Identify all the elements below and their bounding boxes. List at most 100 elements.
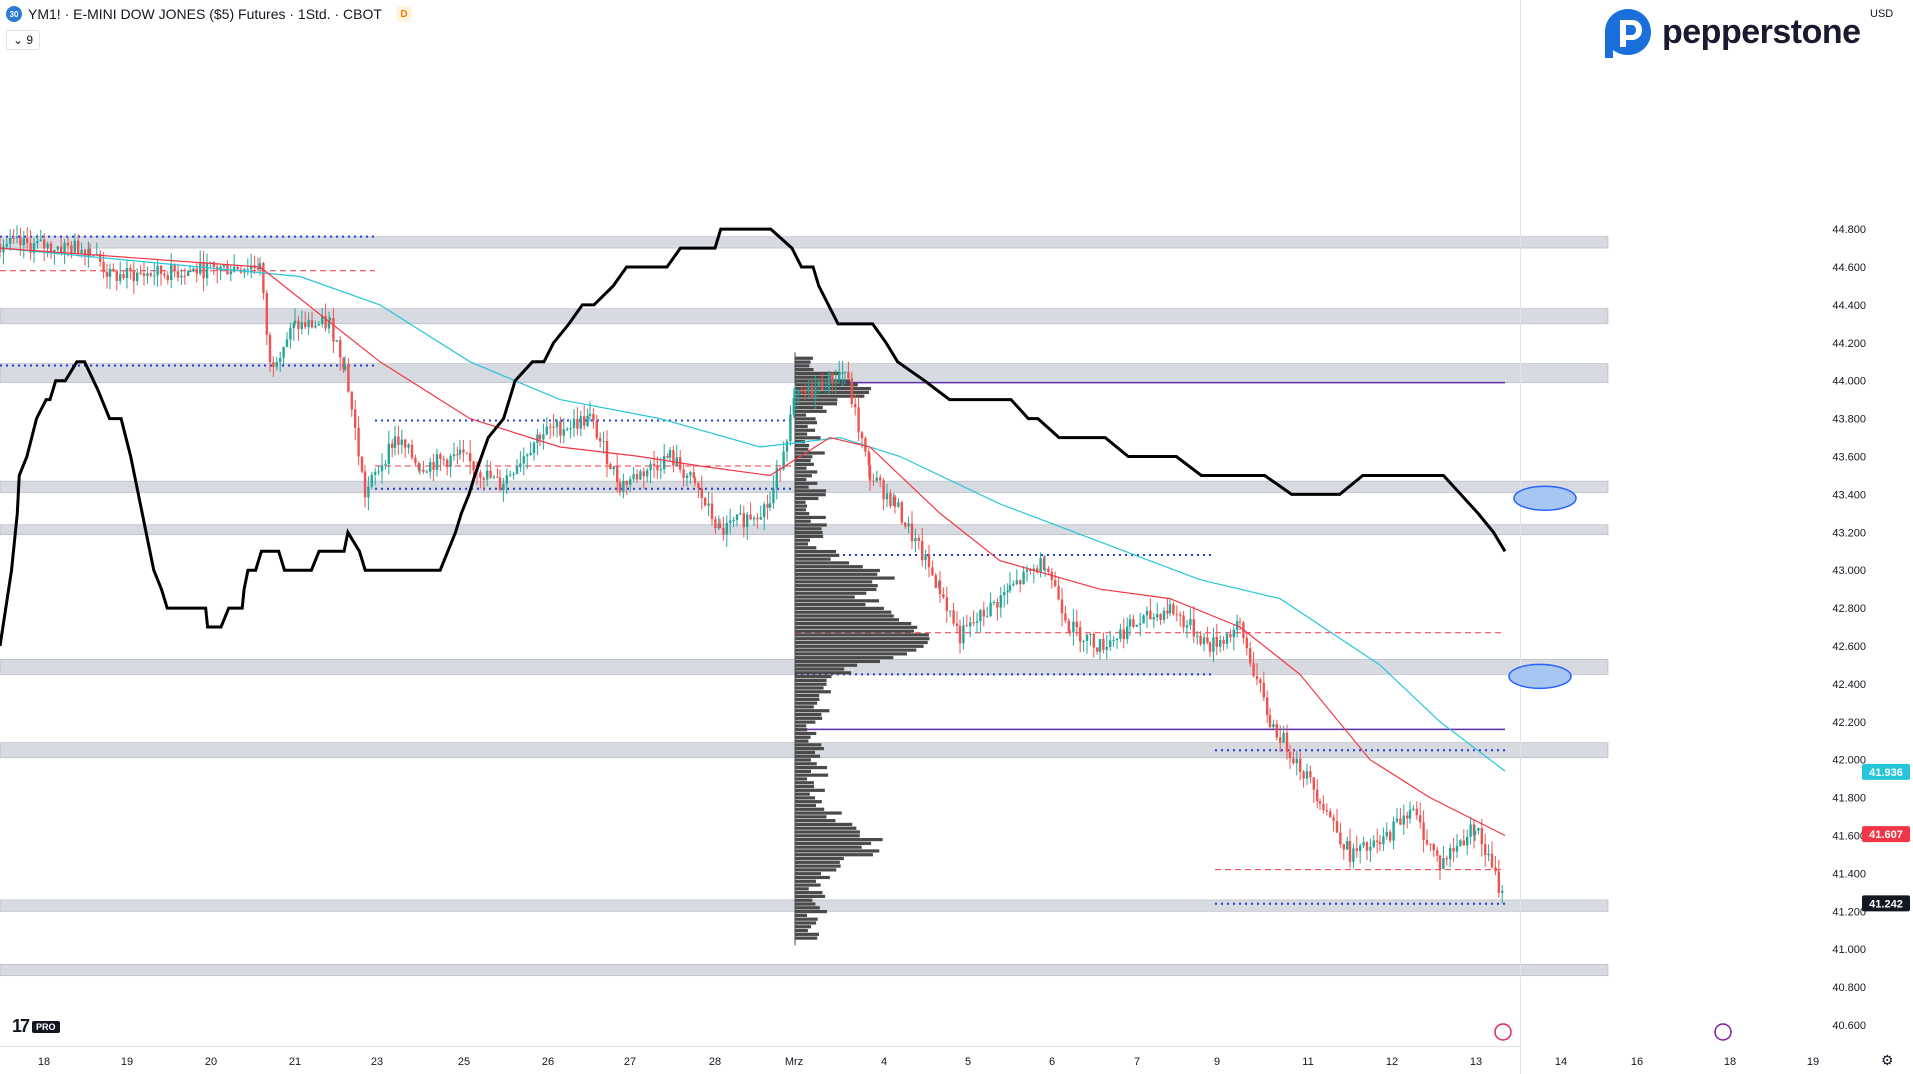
candle-body — [1142, 615, 1145, 624]
candle-body — [43, 239, 46, 249]
volume-profile-bar — [795, 872, 822, 876]
candle-body — [1369, 846, 1372, 851]
candle-body — [1385, 831, 1388, 837]
candle-body — [732, 520, 735, 522]
zone-8[interactable] — [0, 964, 1609, 977]
candle-body — [692, 472, 695, 478]
volume-profile-bar — [795, 777, 808, 781]
candle-body — [1436, 850, 1439, 856]
candle-body — [1325, 810, 1328, 812]
candle-body — [1445, 858, 1448, 860]
candle-body — [452, 454, 456, 457]
candle-body — [384, 464, 387, 466]
candle-body — [924, 554, 927, 561]
candle-body — [952, 610, 955, 624]
currency-label[interactable]: USD — [1870, 8, 1894, 20]
forward-icon[interactable] — [1714, 1023, 1732, 1041]
candle-body — [317, 324, 320, 326]
volume-profile-bar — [795, 371, 841, 376]
candle-body — [1006, 590, 1009, 593]
candle-body — [756, 517, 759, 520]
candle-body — [112, 268, 115, 272]
price-label: 41.936 — [1869, 767, 1903, 779]
y-tick-label: 42.600 — [1832, 641, 1866, 653]
candle-body — [1067, 620, 1070, 632]
candle-body — [199, 262, 202, 274]
volume-profile-bar — [795, 489, 827, 493]
candle-body — [864, 438, 867, 452]
volume-profile-bar — [795, 527, 822, 531]
candle-body — [882, 480, 885, 500]
volume-profile-bar — [795, 834, 860, 838]
indicator-toggle[interactable]: ⌄ 9 — [6, 30, 41, 50]
volume-profile-bar — [795, 534, 824, 538]
candle-body — [914, 537, 917, 542]
candle-body — [1429, 843, 1432, 845]
candle-body — [841, 372, 844, 374]
x-tick-label: 26 — [542, 1056, 554, 1068]
symbol-title[interactable]: YM1! · E-MINI DOW JONES ($5) Futures · 1… — [28, 6, 382, 22]
candle-body — [1179, 614, 1182, 616]
volume-profile-bar — [795, 724, 807, 728]
volume-profile-bar — [795, 568, 880, 573]
candle-body — [166, 275, 169, 281]
pepperstone-logo: pepperstone — [1602, 6, 1861, 58]
volume-profile-bar — [795, 792, 810, 796]
candle-body — [105, 271, 109, 277]
candle-body — [9, 237, 12, 245]
y-tick-label: 42.000 — [1832, 755, 1866, 767]
candle-body — [663, 456, 666, 470]
annotation-ellipse[interactable] — [1513, 485, 1577, 511]
zone-1[interactable] — [0, 308, 1609, 325]
candle-body — [115, 271, 118, 281]
candle-body — [659, 469, 662, 471]
delay-badge: D — [395, 6, 412, 22]
volume-profile-bar — [795, 546, 817, 550]
candle-body — [814, 386, 817, 398]
candle-body — [562, 429, 565, 436]
candle-body — [847, 371, 850, 379]
candle-body — [907, 523, 910, 527]
candle-body — [519, 463, 522, 468]
candle-body — [1060, 599, 1064, 614]
candle-body — [1089, 633, 1092, 635]
lightning-icon[interactable] — [1494, 1023, 1512, 1041]
candle-body — [800, 389, 803, 392]
candle-body — [900, 502, 903, 523]
candle-body — [1036, 568, 1039, 573]
volume-profile-bar — [795, 743, 822, 747]
zone-0[interactable] — [0, 236, 1609, 249]
candle-body — [1249, 648, 1252, 664]
candle-body — [417, 463, 420, 471]
candle-body — [834, 380, 837, 384]
volume-profile-bar — [795, 887, 809, 891]
candle-body — [722, 528, 725, 535]
volume-profile-bar — [795, 375, 831, 379]
candle-body — [183, 275, 186, 277]
volume-profile-bar — [795, 800, 822, 804]
candle-body — [586, 415, 589, 426]
candle-body — [1008, 585, 1012, 591]
candle-body — [612, 466, 615, 470]
ma-cyan-line — [0, 247, 1506, 772]
volume-profile-bar — [795, 735, 811, 739]
candle-body — [1501, 890, 1504, 893]
candle-body — [1168, 604, 1172, 614]
candle-body — [149, 273, 152, 276]
x-tick-label: 18 — [1724, 1056, 1736, 1068]
candle-body — [1166, 610, 1169, 614]
volume-profile-bar — [795, 443, 810, 448]
candle-body — [522, 456, 525, 464]
volume-profile-bar — [795, 530, 823, 535]
candle-body — [1309, 771, 1312, 778]
candle-body — [465, 452, 468, 454]
volume-profile-bar — [795, 474, 812, 478]
candle-body — [1019, 580, 1022, 585]
candle-body — [363, 471, 367, 498]
candle-body — [258, 263, 262, 270]
gear-icon[interactable]: ⚙ — [1881, 1052, 1894, 1068]
candle-body — [87, 248, 90, 256]
candle-body — [1072, 621, 1075, 633]
annotation-ellipse[interactable] — [1508, 663, 1572, 690]
